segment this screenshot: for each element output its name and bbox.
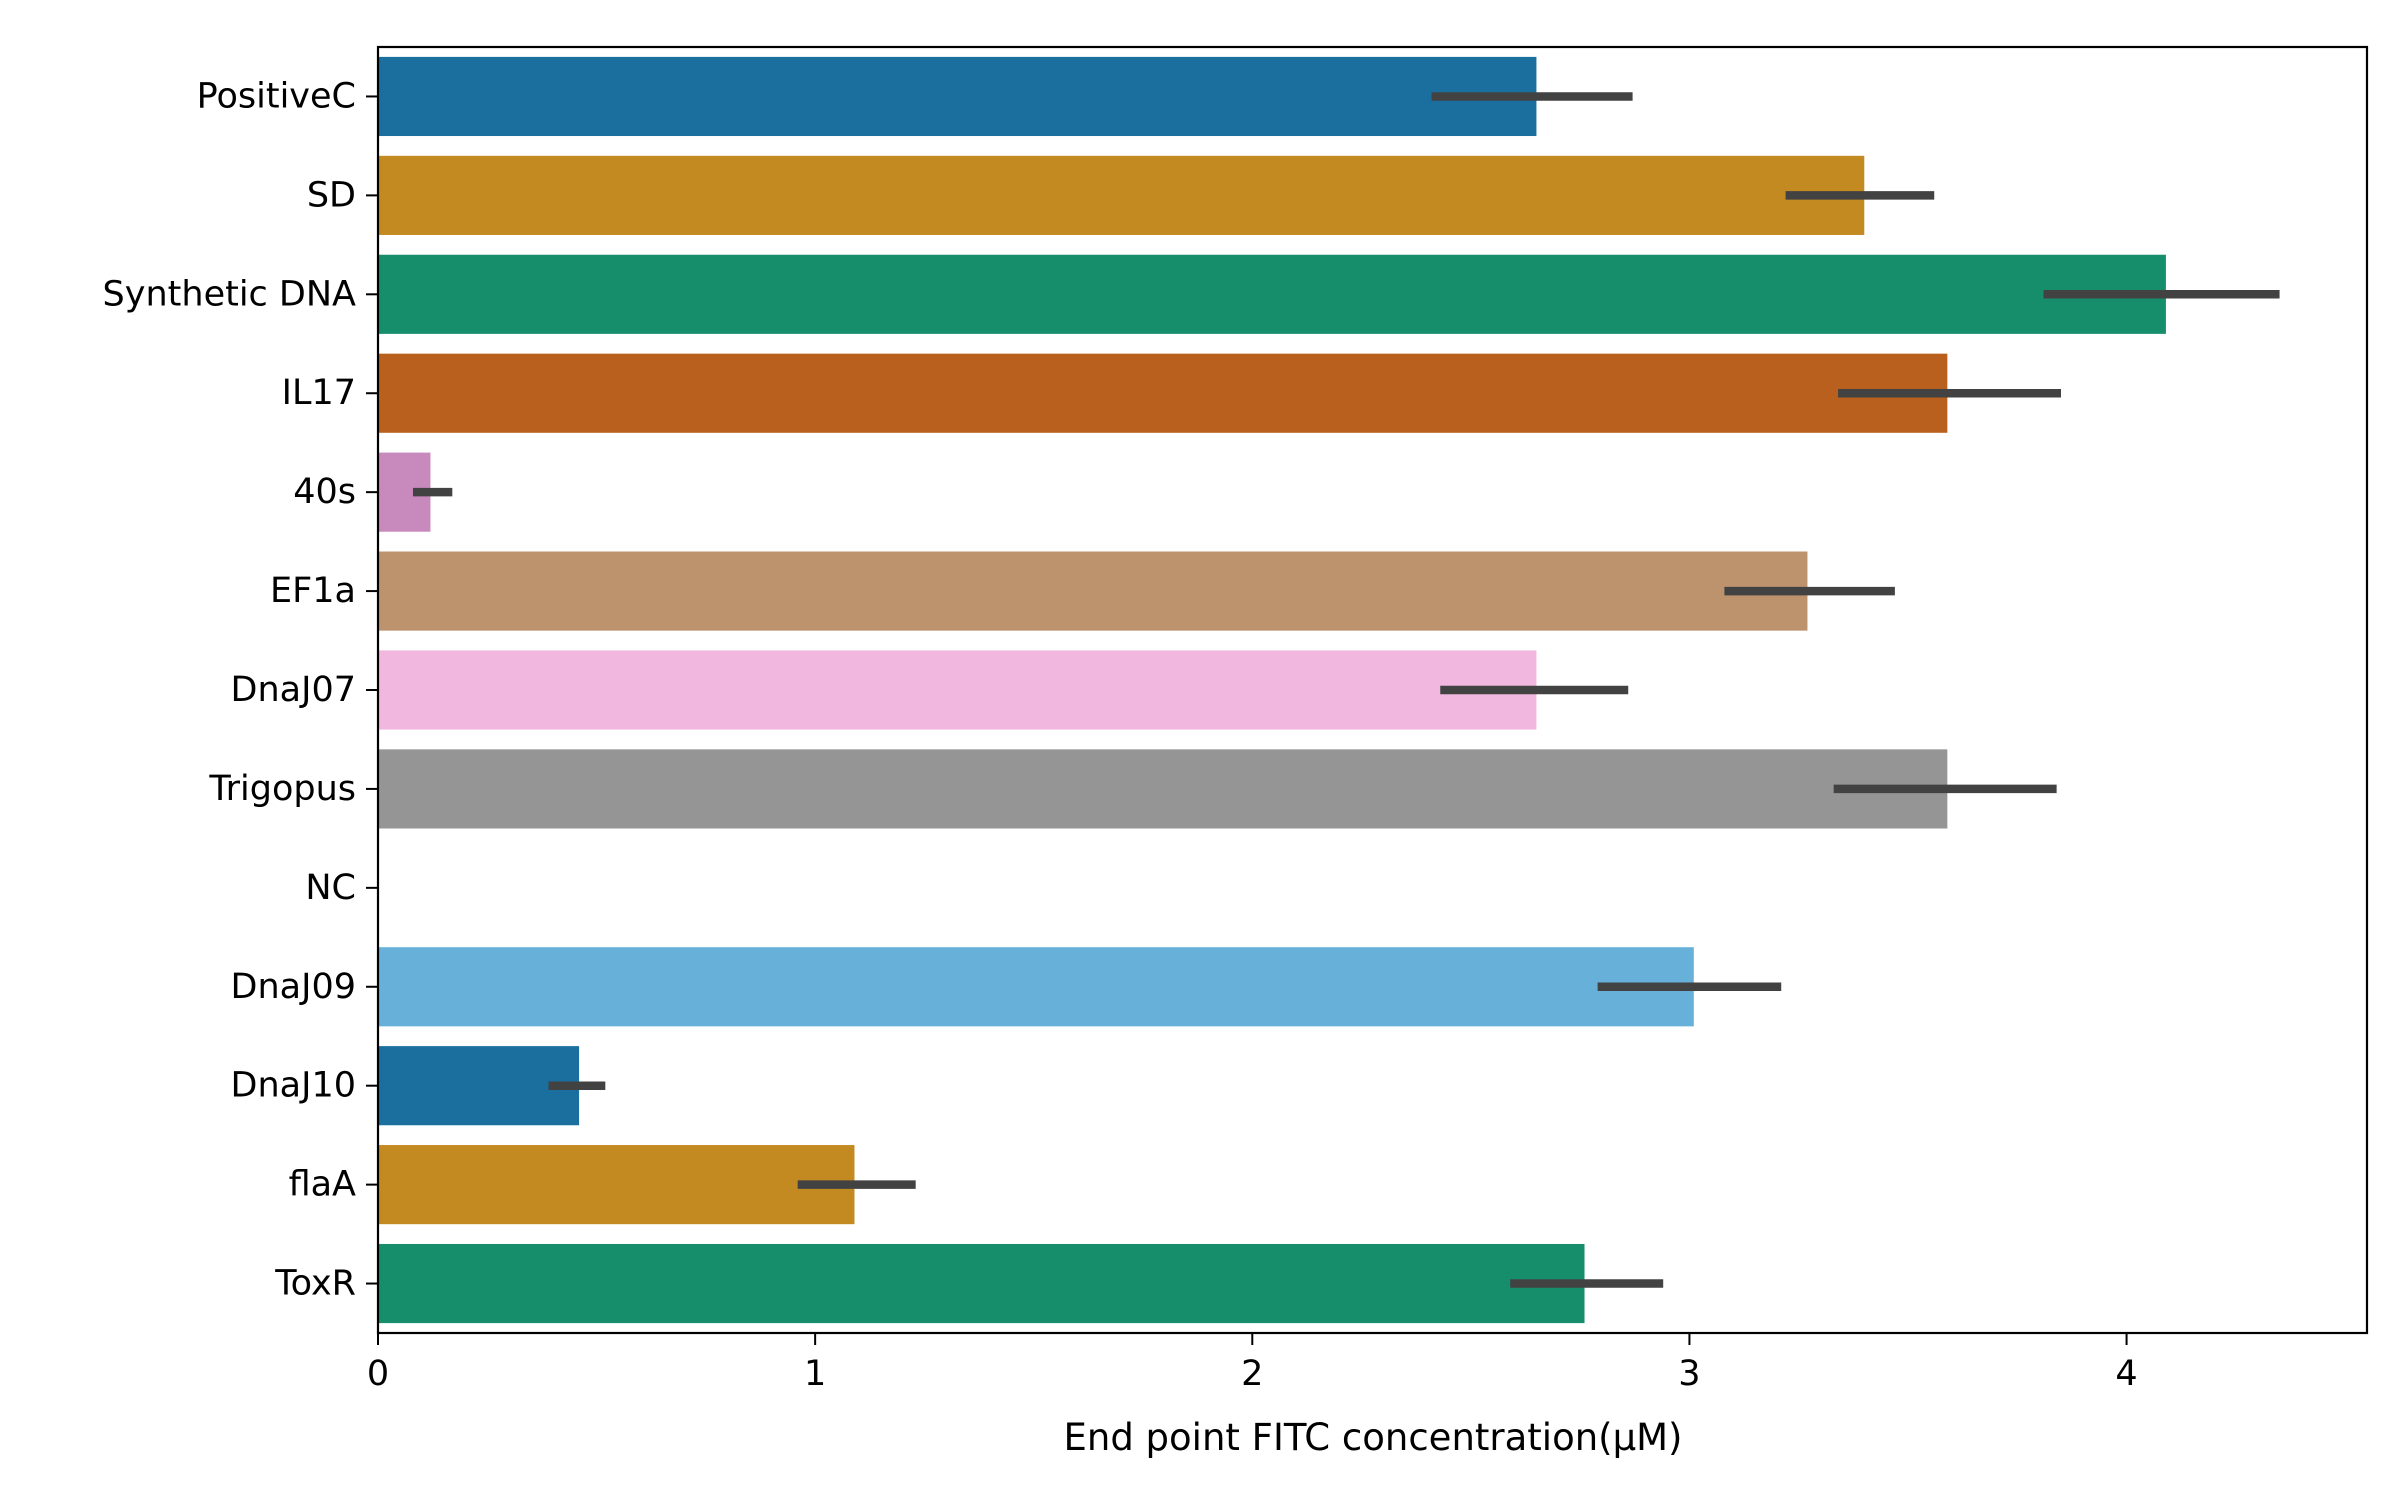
y-tick-label-il17: IL17 [282,373,356,413]
y-tick-label-dnaj09: DnaJ09 [231,967,356,1007]
bar-flaa [378,1145,855,1225]
bar-dnaj07 [378,650,1537,730]
x-tick-label-1: 1 [804,1354,826,1394]
bars-layer [378,56,2166,1324]
x-tick-label-0: 0 [367,1354,389,1394]
bar-ef1a [378,551,1808,631]
y-tick-label-trigopus: Trigopus [208,769,356,809]
y-tick-label-sd: SD [307,175,356,215]
bar-toxr [378,1243,1585,1324]
x-tick-label-2: 2 [1241,1354,1263,1394]
x-tick-label-4: 4 [2115,1354,2137,1394]
bar-dnaj10 [378,1046,580,1126]
y-tick-label-ef1a: EF1a [270,571,356,611]
y-tick-label-dnaj10: DnaJ10 [231,1066,356,1106]
bar-dnaj09 [378,947,1694,1027]
y-tick-label-nc: NC [305,868,356,908]
y-tick-label-toxr: ToxR [274,1264,356,1304]
x-tick-label-3: 3 [1678,1354,1700,1394]
bar-trigopus [378,749,1948,829]
x-axis: 0 1 2 3 4 [367,1333,2138,1394]
bar-sd [378,155,1865,235]
y-tick-label-dnaj07: DnaJ07 [231,670,356,710]
y-tick-label-synthetic-dna: Synthetic DNA [103,274,356,314]
y-tick-label-40s: 40s [293,472,356,512]
y-tick-label-flaa: flaA [289,1165,356,1205]
x-axis-title: End point FITC concentration(μM) [1063,1416,1682,1459]
bar-positivec [378,56,1537,137]
y-axis: PositiveC SD Synthetic DNA IL17 40s EF1a DnaJ0… [103,76,378,1304]
error-bars-layer [412,92,2280,1288]
y-tick-label-positivec: PositiveC [197,76,356,116]
bar-synthetic-dna [378,254,2166,334]
bar-il17 [378,353,1948,433]
